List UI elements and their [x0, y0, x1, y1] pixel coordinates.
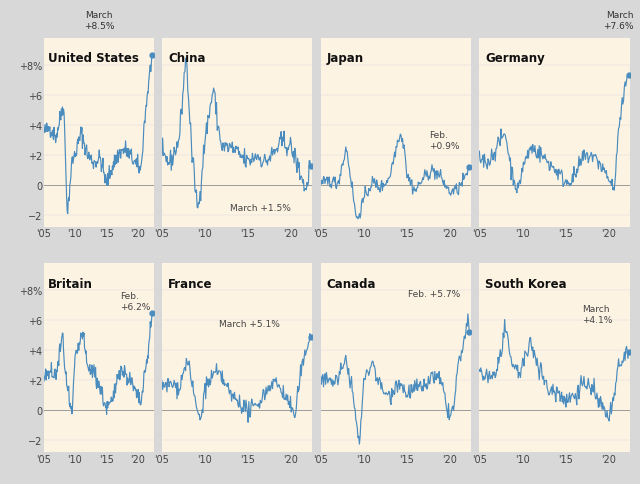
- Text: March +5.1%: March +5.1%: [219, 320, 280, 329]
- Text: Britain: Britain: [48, 277, 93, 290]
- Text: Feb.
+6.2%: Feb. +6.2%: [120, 291, 151, 312]
- Text: Feb.
+0.9%: Feb. +0.9%: [429, 131, 460, 151]
- Text: South Korea: South Korea: [485, 277, 567, 290]
- Text: France: France: [168, 277, 212, 290]
- Text: United States: United States: [48, 52, 139, 65]
- Text: Canada: Canada: [326, 277, 376, 290]
- Text: March
+4.1%: March +4.1%: [582, 305, 612, 325]
- Text: March +1.5%: March +1.5%: [230, 203, 291, 212]
- Text: Feb. +5.7%: Feb. +5.7%: [408, 289, 460, 299]
- Text: Germany: Germany: [485, 52, 545, 65]
- Text: Japan: Japan: [326, 52, 364, 65]
- Text: March
+8.5%: March +8.5%: [84, 11, 115, 30]
- Text: March
+7.6%: March +7.6%: [603, 11, 634, 30]
- Text: China: China: [168, 52, 205, 65]
